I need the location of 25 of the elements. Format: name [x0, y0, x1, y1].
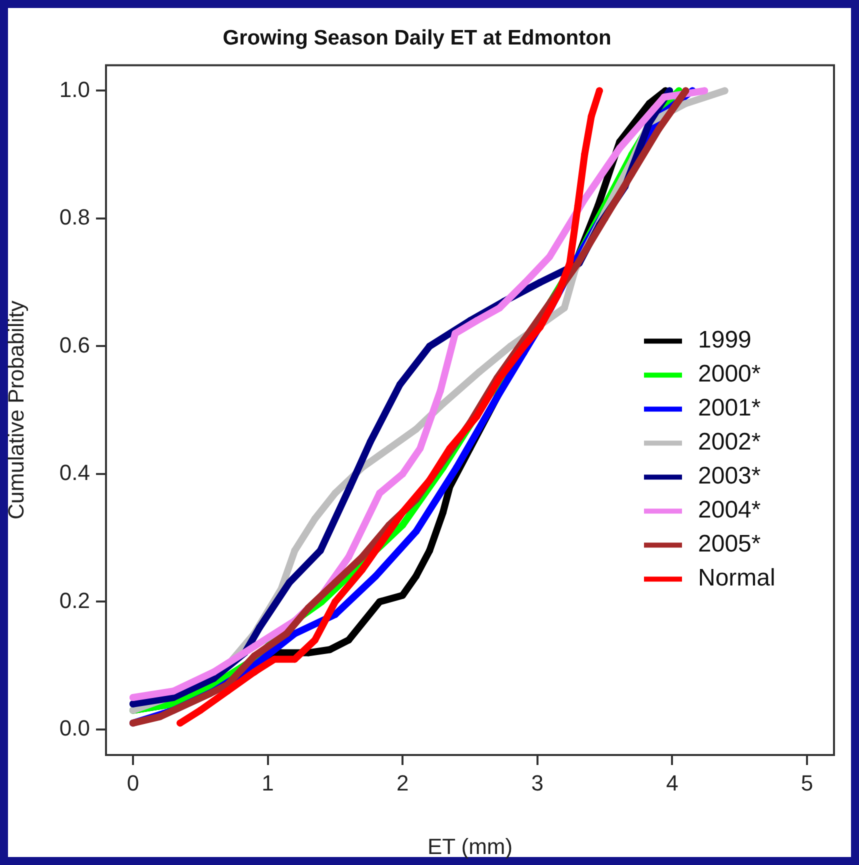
legend-label: 2001*: [698, 394, 761, 422]
x-tick-label: 5: [800, 770, 814, 796]
legend-label: 2003*: [698, 462, 761, 490]
y-tick-label: 0.2: [59, 588, 90, 613]
legend-label: 2005*: [698, 530, 761, 558]
x-tick-label: 0: [126, 770, 140, 796]
point: [682, 87, 690, 94]
legend-label: Normal: [698, 564, 776, 592]
y-tick-label: 0.8: [59, 204, 90, 230]
y-tick-label: 0.6: [59, 332, 90, 358]
point: [176, 720, 184, 727]
x-tick-label: 2: [396, 770, 409, 796]
y-tick-label: 1.0: [59, 76, 90, 102]
y-axis-title: Cumulative Probability: [3, 300, 28, 520]
x-tick-label: 4: [666, 770, 678, 796]
y-tick-label: 0.4: [59, 460, 90, 486]
chart-title: Growing Season Daily ET at Edmonton: [222, 26, 612, 50]
x-tick-label: 1: [262, 770, 274, 796]
legend-label: 1999: [698, 326, 752, 354]
legend-label: 2004*: [698, 496, 761, 524]
legend-label: 2000*: [698, 360, 761, 388]
legend-label: 2002*: [698, 428, 761, 456]
y-tick-label: 0.0: [59, 716, 90, 741]
x-tick-label: 3: [531, 770, 544, 796]
x-axis-title: ET (mm): [427, 834, 513, 859]
